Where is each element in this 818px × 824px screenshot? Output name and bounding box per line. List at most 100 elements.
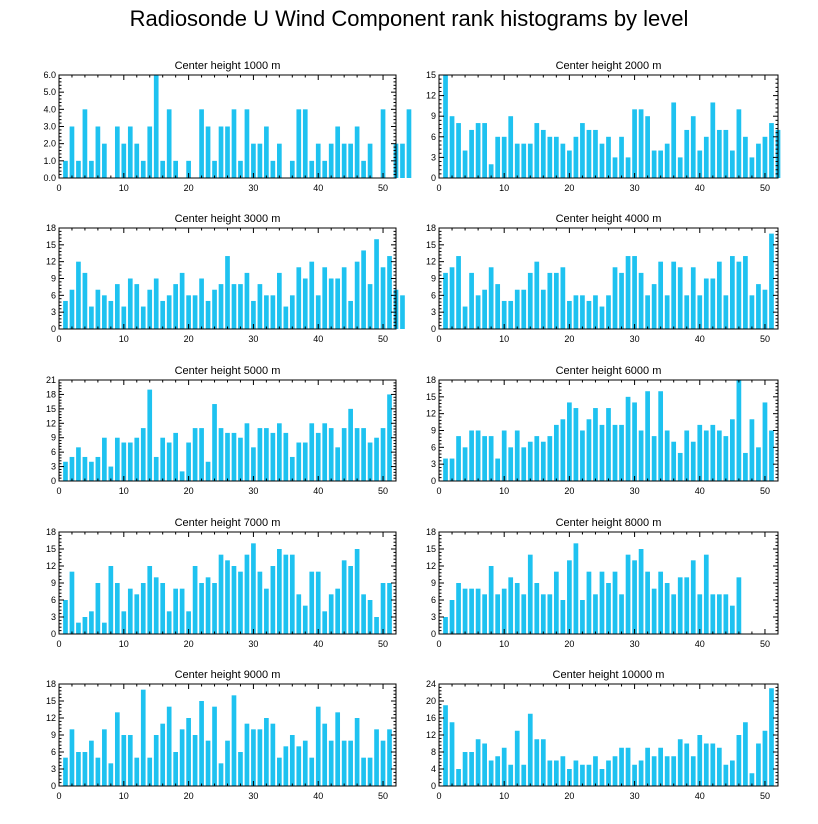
- y-tick-label: 6: [431, 132, 436, 142]
- bar: [283, 746, 289, 786]
- bar: [521, 143, 527, 178]
- panel-9: Center height 9000 m 0 3 6 9 12 15 18 0 10 20 30 40 5…: [46, 669, 397, 801]
- bar: [606, 760, 611, 786]
- bar: [82, 752, 88, 786]
- y-tick-label: 3: [431, 152, 436, 162]
- bar: [501, 300, 507, 329]
- bar: [651, 436, 657, 481]
- bar: [192, 735, 198, 786]
- y-tick-label: 15: [46, 240, 56, 250]
- bar: [638, 549, 644, 634]
- x-tick-label: 10: [499, 486, 509, 496]
- bar: [573, 543, 579, 634]
- panel-2: Center height 2000 m 0 3 6 9 12 15 0 10 20 30 40 50: [426, 60, 781, 193]
- panel-6: Center height 6000 m 0 3 6 9 12 15 18 0 10 20 30 40 5…: [426, 365, 779, 496]
- bar: [671, 261, 677, 329]
- bar: [651, 588, 657, 634]
- bar: [270, 566, 276, 634]
- y-tick-label: 6: [51, 447, 56, 457]
- bar: [69, 456, 75, 481]
- bar: [723, 436, 729, 481]
- bar: [508, 764, 514, 786]
- bar: [586, 419, 592, 481]
- bar: [302, 109, 308, 178]
- panel-3: Center height 3000 m 0 3 6 9 12 15 18 0 10 20 30 40 5…: [46, 213, 405, 344]
- bar: [387, 394, 392, 481]
- bar: [547, 272, 553, 329]
- bar: [302, 605, 308, 634]
- y-tick-label: 9: [431, 111, 436, 121]
- y-tick-label: 15: [426, 240, 436, 250]
- bar: [270, 723, 276, 786]
- bar: [335, 126, 341, 178]
- bar: [762, 402, 768, 481]
- bar: [651, 150, 657, 178]
- bar: [730, 256, 735, 329]
- y-tick-label: 18: [426, 375, 436, 385]
- bar: [315, 295, 321, 329]
- bar: [354, 261, 360, 329]
- panel-title: Center height 7000 m: [175, 517, 281, 529]
- bar: [475, 588, 481, 634]
- y-tick-label: 0: [431, 476, 436, 486]
- bar: [82, 456, 88, 481]
- x-tick-label: 10: [499, 183, 509, 193]
- bar: [560, 756, 566, 786]
- bar: [225, 126, 230, 178]
- bar: [534, 261, 540, 329]
- bar: [121, 143, 127, 178]
- x-tick-label: 40: [695, 791, 705, 801]
- bar: [63, 757, 68, 786]
- x-tick-label: 50: [378, 486, 388, 496]
- bar: [186, 295, 191, 329]
- bar: [69, 729, 75, 786]
- bar: [488, 760, 494, 786]
- bar: [716, 129, 722, 178]
- bar: [335, 278, 341, 329]
- bar: [153, 278, 159, 329]
- bar: [367, 284, 373, 329]
- bar: [730, 605, 735, 634]
- bar: [244, 423, 250, 481]
- bar: [205, 461, 211, 481]
- panel-5: Center height 5000 m 0 3 6 9 12 15 18 21 0 10 20 30 4…: [46, 365, 397, 496]
- y-tick-label: 24: [426, 679, 436, 689]
- panel-title: Center height 10000 m: [553, 669, 665, 681]
- bar: [697, 295, 703, 329]
- bar: [593, 594, 598, 634]
- bar: [218, 126, 224, 178]
- bar: [361, 428, 366, 481]
- bar: [664, 756, 670, 786]
- bar: [645, 391, 650, 481]
- y-tick-label: 2.0: [43, 139, 56, 149]
- y-tick-label: 15: [46, 696, 56, 706]
- bar: [521, 447, 527, 481]
- bar: [599, 306, 605, 329]
- bar: [89, 160, 94, 178]
- bar: [638, 272, 644, 329]
- y-tick-label: 12: [426, 561, 436, 571]
- bar: [703, 278, 709, 329]
- bar: [443, 705, 448, 786]
- bar: [173, 160, 178, 178]
- bar: [501, 136, 507, 178]
- bar: [153, 577, 159, 634]
- bar: [534, 739, 540, 786]
- bar: [638, 109, 644, 178]
- bar: [348, 566, 353, 634]
- bar: [606, 295, 611, 329]
- bar: [361, 160, 366, 178]
- bar: [244, 723, 250, 786]
- y-tick-label: 4.0: [43, 104, 56, 114]
- panel-title: Center height 9000 m: [175, 669, 281, 681]
- bar: [488, 436, 494, 481]
- y-tick-label: 0: [51, 781, 56, 791]
- bar: [690, 116, 696, 178]
- x-tick-label: 30: [630, 183, 640, 193]
- panel-title: Center height 2000 m: [556, 60, 662, 72]
- bar: [527, 272, 533, 329]
- x-tick-label: 50: [760, 791, 770, 801]
- bar: [231, 432, 237, 481]
- bar: [756, 143, 761, 178]
- bar: [749, 773, 755, 786]
